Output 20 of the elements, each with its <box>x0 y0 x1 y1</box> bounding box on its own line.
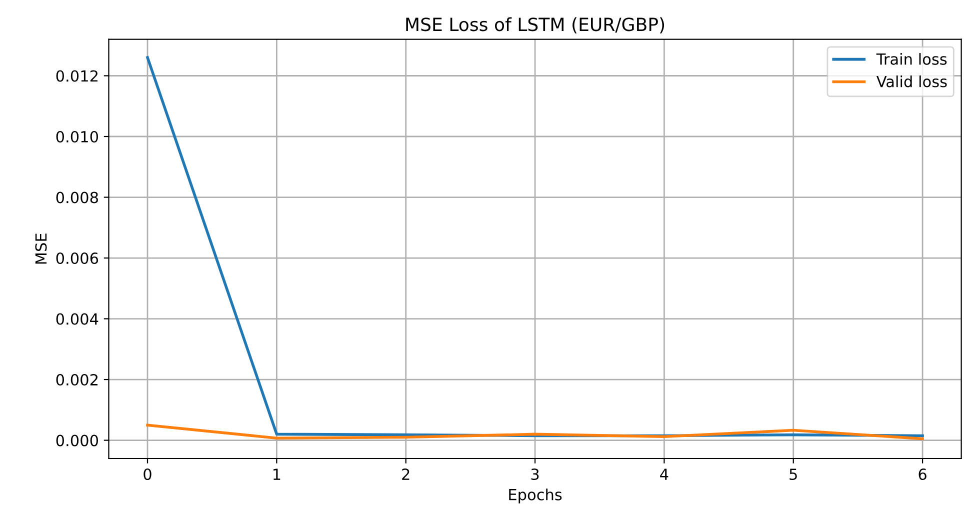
y-tick-label: 0.008 <box>56 192 98 204</box>
chart-title: MSE Loss of LSTM (EUR/GBP) <box>406 17 664 34</box>
y-tick-label: 0.004 <box>56 313 98 325</box>
x-tick-label: 1 <box>273 468 280 480</box>
y-tick-label: 0.006 <box>56 252 98 264</box>
x-tick-label: 5 <box>790 468 797 480</box>
x-tick-label: 4 <box>660 468 668 480</box>
y-tick-label: 0.012 <box>56 70 98 82</box>
x-tick-label: 0 <box>144 468 152 480</box>
legend-label: Valid loss <box>876 75 947 88</box>
y-tick-label: 0.000 <box>56 434 98 446</box>
x-tick-label: 2 <box>402 468 410 480</box>
legend-label: Train loss <box>876 53 947 65</box>
x-axis-title: Epochs <box>509 488 562 504</box>
line-series <box>146 424 924 440</box>
x-tick-label: 3 <box>531 468 539 480</box>
y-tick-label: 0.010 <box>56 130 98 143</box>
y-axis-title: MSE <box>35 234 47 264</box>
x-tick-label: 6 <box>918 468 926 480</box>
y-tick-label: 0.002 <box>56 374 98 386</box>
